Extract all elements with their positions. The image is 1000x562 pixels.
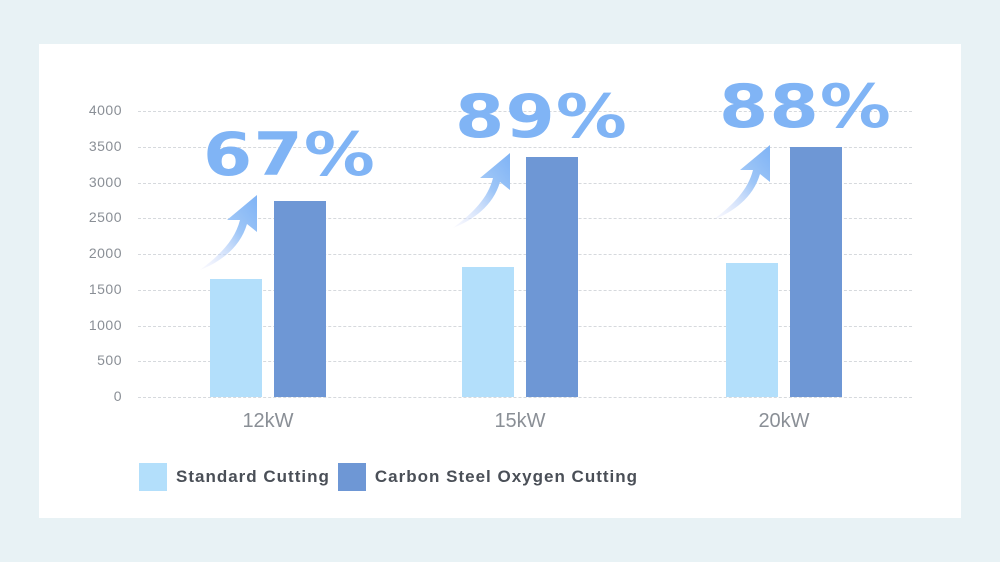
y-tick-label: 4000 — [88, 102, 122, 118]
legend-swatch-carbon-steel — [337, 463, 366, 491]
y-tick-label: 2000 — [88, 245, 122, 261]
y-tick-label: 3500 — [88, 137, 122, 154]
increase-percentage-label: 88% — [719, 72, 893, 142]
y-tick-label: 1000 — [88, 316, 122, 333]
growth-arrow-icon — [200, 195, 257, 270]
x-tick-label: 15kW — [494, 410, 546, 432]
chart-legend: Standard Cutting Carbon Steel Oxygen Cut… — [139, 463, 646, 491]
gridline — [138, 325, 912, 327]
y-tick-label: 1500 — [88, 280, 122, 297]
gridline — [138, 111, 912, 112]
legend-label-carbon-steel: Carbon Steel Oxygen Cutting — [374, 467, 639, 486]
bar-20kw-standard — [726, 262, 778, 397]
x-tick-label: 12kW — [242, 410, 294, 432]
gridline — [138, 254, 912, 255]
bar-12kw-carbon-steel — [274, 201, 326, 397]
y-tick-label: 0 — [113, 388, 122, 404]
y-tick-label: 3000 — [88, 173, 122, 190]
increase-percentage-label: 67% — [203, 120, 377, 190]
gridline — [138, 146, 912, 148]
gridline — [138, 218, 912, 220]
legend-swatch-standard — [139, 463, 167, 491]
gridline — [138, 182, 912, 184]
growth-arrow-icon — [713, 145, 770, 220]
y-tick-label: 500 — [97, 352, 122, 369]
increase-percentage-label: 89% — [455, 82, 629, 152]
gridline — [138, 397, 912, 398]
growth-arrow-icon — [453, 153, 510, 228]
gridline — [138, 289, 912, 291]
x-tick-label: 20kW — [758, 410, 810, 432]
legend-label-standard: Standard Cutting — [176, 467, 330, 486]
y-tick-label: 2500 — [88, 209, 122, 226]
bar-12kw-standard — [210, 279, 262, 397]
bar-20kw-carbon-steel — [790, 146, 842, 397]
gridline — [138, 361, 912, 363]
bar-15kw-carbon-steel — [526, 156, 578, 397]
bar-15kw-standard — [462, 266, 514, 397]
